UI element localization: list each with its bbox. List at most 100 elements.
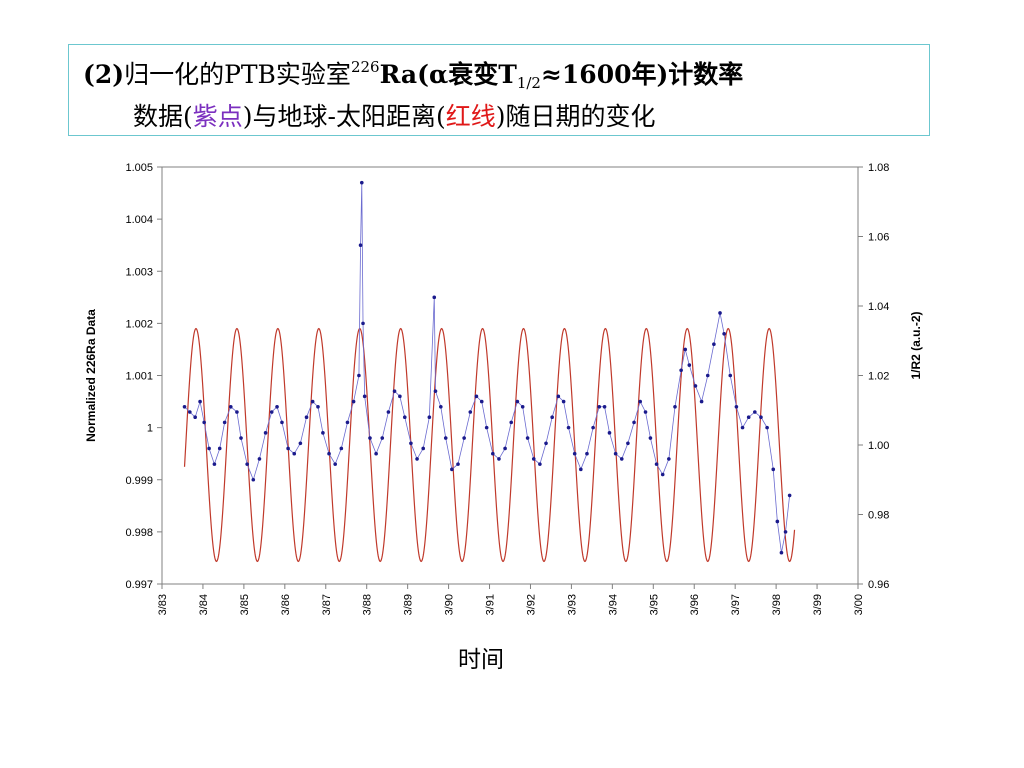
ra-data-point — [269, 410, 274, 414]
ra-data-point — [509, 420, 514, 425]
ra-data-point — [474, 394, 479, 399]
ra-data-point — [198, 399, 202, 404]
ra-data-point — [392, 389, 397, 393]
ra-data-point — [202, 420, 206, 425]
x-tick-label: 3/85 — [239, 594, 251, 615]
y-left-tick-label: 1.005 — [125, 162, 153, 174]
ra-data-point — [327, 451, 331, 456]
title-text-a: 归一化的PTB实验室 — [124, 60, 351, 89]
ra-data-point — [705, 373, 710, 378]
ra-data-point — [193, 415, 197, 420]
title-text-b: Ra(α衰变T — [379, 60, 517, 89]
y-left-tick-label: 1.004 — [125, 214, 153, 226]
ra-data-point — [275, 404, 279, 409]
ra-data-point — [734, 404, 739, 409]
y-left-tick-label: 1.002 — [125, 318, 153, 330]
ra-data-point — [648, 436, 653, 440]
x-tick-label: 3/91 — [485, 594, 497, 615]
ra-data-point — [607, 431, 612, 435]
ra-data-point — [779, 550, 784, 555]
ra-data-point — [525, 436, 530, 440]
ra-data-point — [484, 425, 489, 430]
ra-data-point — [421, 446, 426, 451]
ra-data-point — [359, 180, 364, 185]
ra-data-point — [462, 436, 466, 440]
x-tick-label: 3/93 — [566, 594, 578, 615]
ra-data-point — [613, 451, 618, 456]
x-tick-label: 3/88 — [362, 594, 374, 615]
ra-data-point — [491, 451, 495, 456]
ra-data-point — [245, 462, 249, 466]
ra-data-point — [712, 342, 716, 347]
title-red-text: 红线 — [445, 102, 496, 131]
ra-data-point — [432, 295, 437, 300]
ra-data-point — [239, 436, 243, 440]
title-text-d: 数据( — [133, 102, 193, 131]
ra-data-point — [298, 441, 303, 446]
x-tick-label: 3/97 — [730, 594, 742, 615]
y-left-tick-label: 0.998 — [125, 527, 153, 539]
y-left-tick-label: 1.003 — [125, 266, 153, 278]
ra-data-point — [188, 410, 192, 414]
title-text-e: )与地球-太阳距离( — [242, 102, 446, 131]
ra-data-point — [746, 415, 751, 420]
ra-data-point — [566, 425, 571, 430]
ra-data-point — [310, 399, 315, 404]
x-tick-label: 3/99 — [812, 594, 824, 615]
title-box: (2)归一化的PTB实验室226Ra(α衰变T1/2≈1600年)计数率 数据(… — [68, 44, 930, 136]
ra-data-point — [316, 404, 320, 409]
ra-data-point — [374, 451, 378, 456]
earth-sun-distance-line — [183, 327, 796, 563]
title-text-f: )随日期的变化 — [495, 102, 656, 131]
ra-data-point — [619, 457, 624, 461]
ra-data-point — [538, 462, 542, 466]
y-right-tick-label: 1.06 — [868, 232, 889, 244]
ra-data-point — [257, 457, 262, 461]
ra-data-point — [740, 425, 745, 430]
ra-data-point — [207, 446, 211, 451]
ra-data-point — [368, 436, 372, 440]
x-tick-label: 3/92 — [525, 594, 537, 615]
x-tick-label: 3/95 — [648, 594, 660, 615]
ra-data-point — [361, 321, 365, 326]
x-tick-label: 3/83 — [157, 594, 169, 615]
ra-data-point — [591, 425, 595, 430]
ra-data-point — [718, 311, 722, 315]
x-tick-label: 3/94 — [607, 594, 619, 615]
ra-data-point — [699, 399, 704, 404]
ra-data-point — [415, 457, 419, 461]
title-subscript: 1/2 — [516, 74, 541, 92]
x-tick-label: 3/86 — [280, 594, 292, 615]
ra-data-point — [468, 410, 473, 414]
title-purple-text: 紫点 — [192, 102, 243, 131]
title-superscript: 226 — [350, 58, 380, 76]
ra-data-point — [654, 462, 659, 466]
ra-data-point — [292, 451, 297, 456]
x-tick-label: 3/00 — [853, 594, 865, 615]
ra-data-point — [333, 462, 337, 466]
ra-data-point — [228, 404, 233, 409]
ra-data-point — [339, 446, 344, 451]
ra-data-point — [561, 399, 566, 404]
y-left-axis-title: Normalized 226Ra Data — [84, 309, 98, 442]
ra-data-point — [456, 462, 460, 466]
ra-data-point — [263, 431, 268, 435]
ra-data-point — [433, 389, 438, 393]
ra-data-point — [380, 436, 385, 440]
ra-data-point — [550, 415, 554, 420]
ra-data-point — [775, 519, 780, 524]
y-left-tick-label: 0.999 — [125, 475, 153, 487]
ra-data-point — [251, 477, 256, 482]
ra-data-point — [304, 415, 309, 420]
y-right-tick-label: 1.08 — [868, 162, 889, 174]
x-tick-label: 3/89 — [403, 594, 415, 615]
ra-data-point — [479, 399, 484, 404]
ra-data-point — [683, 347, 688, 352]
x-tick-label: 3/96 — [689, 594, 701, 615]
ra-data-point — [222, 420, 227, 425]
ra-data-point — [787, 493, 792, 498]
ra-data-point — [345, 420, 350, 425]
ra-data-point — [771, 467, 776, 472]
ra-data-point — [643, 410, 648, 414]
